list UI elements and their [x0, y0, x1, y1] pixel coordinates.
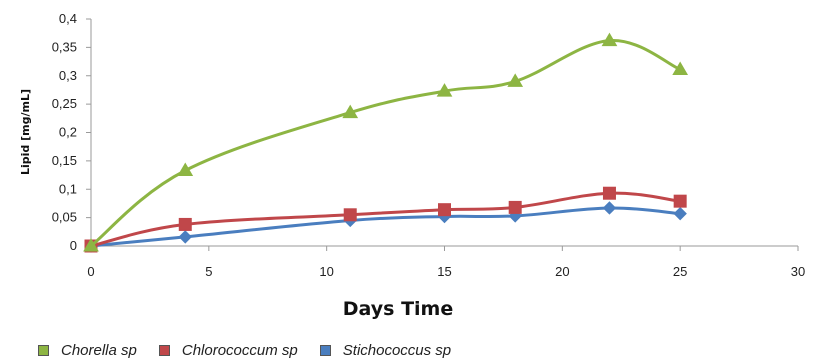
legend-item-chorella-sp: Chorella sp: [38, 342, 137, 359]
data-point-chlorococcum-sp: [508, 200, 522, 214]
legend: Chorella sp Chlorococcum sp Stichococcus s…: [38, 339, 473, 361]
line-chart: Lipid [mg/mL] Days Time 0 0,05 0,1 0,15 0,2 0…: [19, 11, 805, 320]
data-point-chorella-sp: [601, 32, 618, 47]
y-tick-label: 0,3: [59, 68, 77, 83]
legend-label: Chorella sp: [61, 341, 137, 359]
legend-label: Stichococcus sp: [342, 341, 452, 359]
x-tick-label: 30: [791, 264, 805, 279]
data-point-chorella-sp: [672, 61, 689, 76]
x-tick-label: 15: [437, 264, 451, 279]
y-axis-label: Lipid [mg/mL]: [19, 89, 32, 175]
legend-marker: [158, 344, 170, 356]
data-point-chorella-sp: [83, 238, 99, 252]
x-tick-label: 25: [673, 264, 687, 279]
x-tick-label: 20: [555, 264, 569, 279]
y-tick-label: 0,2: [59, 125, 77, 140]
x-tick-label: 5: [205, 264, 212, 279]
y-tick-label: 0,15: [52, 153, 77, 168]
data-point-stichococcus-sp: [673, 206, 687, 221]
y-tick-label: 0,4: [59, 11, 77, 26]
data-point-chlorococcum-sp: [602, 186, 616, 200]
data-point-chlorococcum-sp: [438, 203, 451, 217]
legend-marker: [38, 344, 49, 356]
y-tick-label: 0,1: [59, 181, 77, 196]
data-point-chlorococcum-sp: [178, 217, 192, 231]
x-tick-label: 10: [319, 264, 333, 279]
legend-marker: [319, 344, 331, 356]
data-point-chorella-sp: [507, 73, 524, 87]
x-axis-label: Days Time: [343, 298, 453, 320]
data-point-chorella-sp: [436, 83, 453, 97]
series-line-chorella-sp: [90, 39, 681, 248]
y-tick-label: 0,25: [52, 96, 77, 111]
legend-item-stichococcus-sp: Stichococcus sp: [319, 341, 452, 359]
y-tick-label: 0,05: [52, 210, 77, 225]
y-tick-label: 0,35: [52, 39, 77, 54]
data-point-chlorococcum-sp: [343, 208, 357, 222]
data-point-chorella-sp: [177, 162, 194, 177]
legend-item-chlorococcum-sp: Chlorococcum sp: [158, 341, 298, 359]
data-point-stichococcus-sp: [602, 201, 617, 215]
data-point-chlorococcum-sp: [673, 194, 687, 208]
legend-label: Chlorococcum sp: [181, 341, 298, 359]
x-tick-label: 0: [87, 264, 94, 279]
data-point-chorella-sp: [342, 104, 359, 119]
data-point-stichococcus-sp: [178, 230, 192, 244]
y-tick-label: 0: [70, 238, 77, 253]
